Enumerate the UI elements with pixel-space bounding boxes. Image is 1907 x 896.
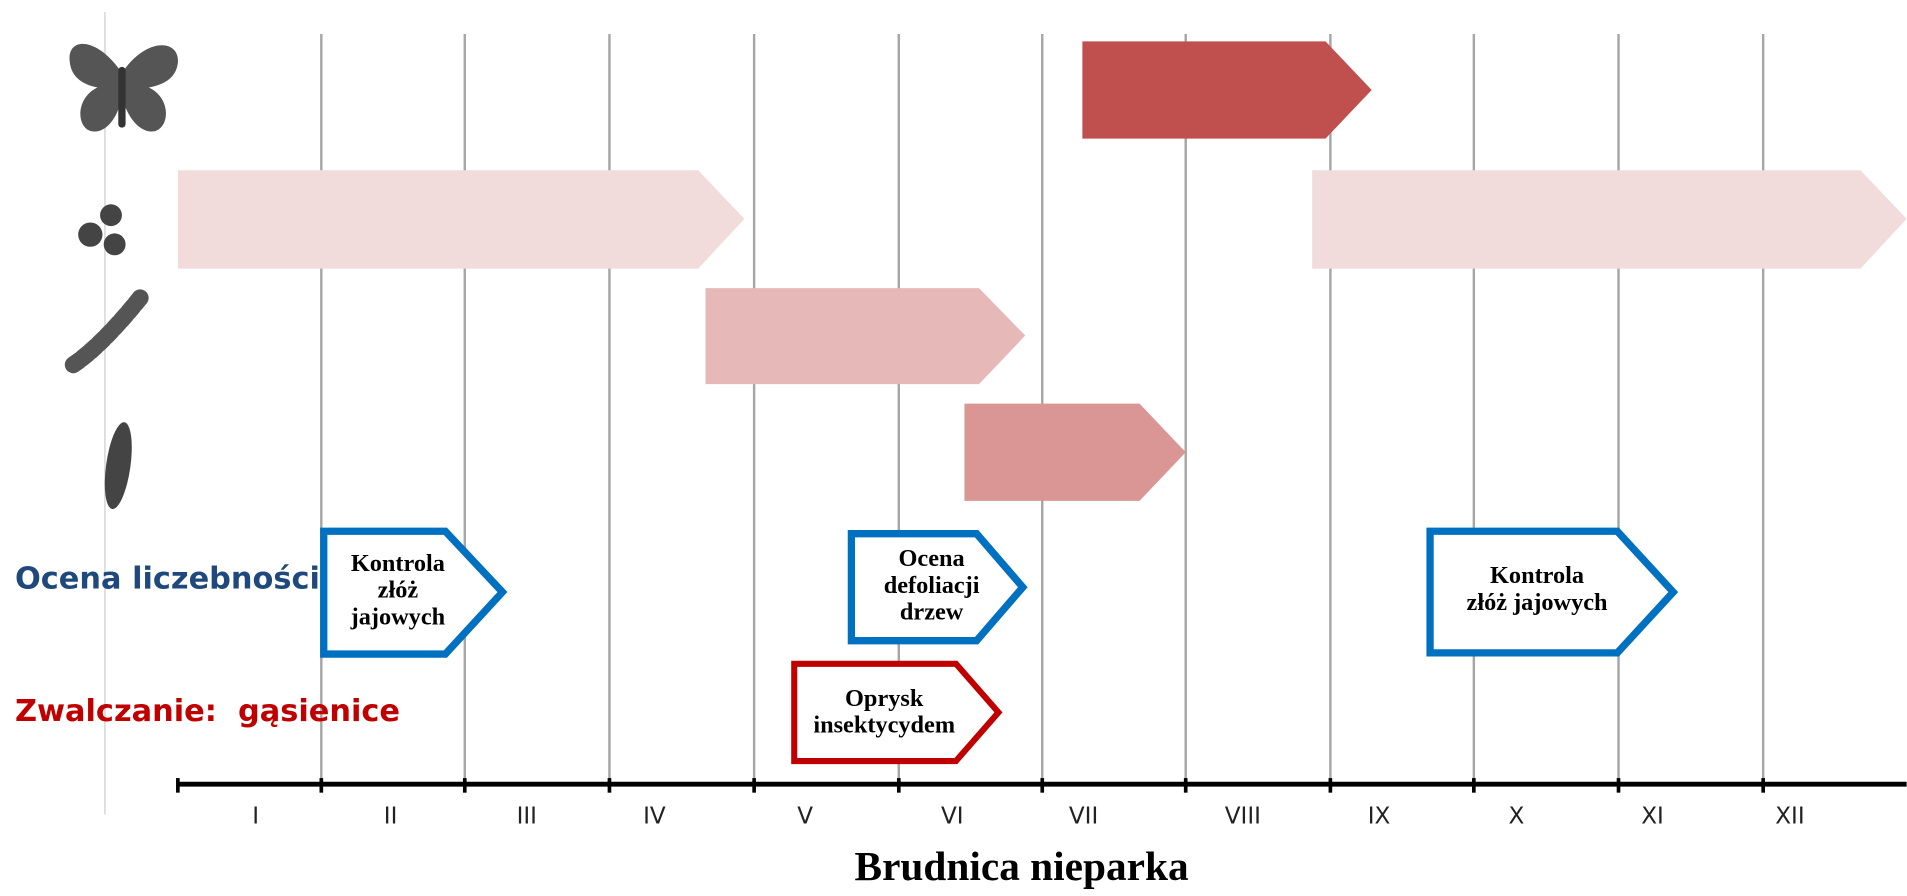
month-label: XI: [1641, 803, 1664, 829]
activity-text: złóż: [378, 577, 419, 604]
activity-text: Oprysk: [845, 685, 924, 712]
egg-bar: [178, 170, 745, 268]
row-label: Ocena liczebności: [15, 561, 320, 596]
butterfly-icon: [70, 44, 178, 132]
month-label: X: [1508, 803, 1524, 829]
month-label: VIII: [1225, 803, 1261, 829]
month-label: II: [384, 803, 398, 829]
egg-bar: [1312, 170, 1906, 268]
activity-text: Ocena: [899, 545, 965, 572]
month-label: V: [797, 803, 813, 829]
caterpillar-icon: [73, 298, 140, 365]
month-label: XII: [1775, 803, 1804, 829]
activity-text: jajowych: [350, 603, 446, 630]
activity-text: insektycydem: [813, 712, 955, 739]
month-label: IV: [643, 803, 666, 829]
eggs-icon: [78, 204, 125, 255]
activity-text: Kontrola: [351, 550, 445, 577]
larva-bar: [705, 288, 1025, 384]
adult-bar: [1082, 41, 1371, 138]
month-label: I: [252, 803, 259, 829]
activity-text: Kontrola: [1490, 562, 1584, 589]
month-label: IX: [1368, 803, 1391, 829]
row-label: Zwalczanie: gąsienice: [15, 694, 400, 729]
diagram: IIIIIIIVVVIVIIVIIIIXXXIXII Kontrolazłóżj…: [0, 0, 1907, 896]
title: Brudnica nieparka: [855, 843, 1189, 889]
month-label: III: [517, 803, 537, 829]
pupa-bar: [964, 404, 1185, 501]
activity-text: drzew: [900, 599, 964, 626]
activity-text: defoliacji: [884, 572, 980, 599]
month-label: VI: [941, 803, 964, 829]
month-label: VII: [1069, 803, 1098, 829]
activity-text: złóż jajowych: [1467, 589, 1608, 616]
